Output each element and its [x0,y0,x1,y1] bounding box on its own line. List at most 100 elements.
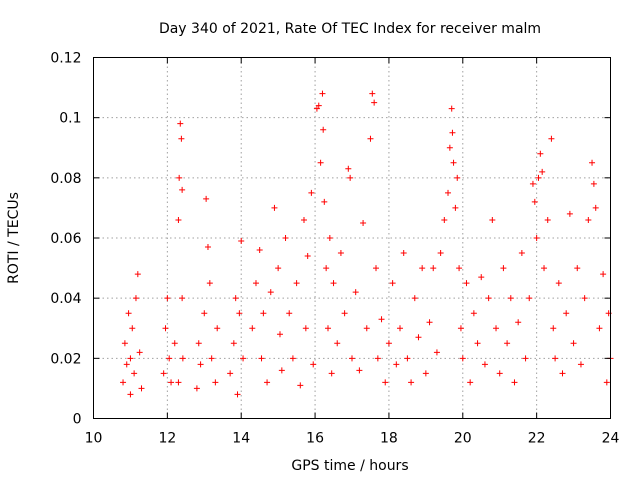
chart-title: Day 340 of 2021, Rate Of TEC Index for r… [159,21,541,37]
data-point-marker [555,280,562,287]
data-point-marker [360,219,367,226]
data-point-marker [552,355,559,362]
data-point-marker [267,289,274,296]
data-point-marker [441,216,448,223]
data-point-marker [256,247,263,254]
data-point-marker [489,216,496,223]
data-point-marker [522,355,529,362]
data-point-marker [197,361,204,368]
data-point-marker [511,379,518,386]
data-point-marker [371,99,378,106]
data-point-marker [131,370,138,377]
data-point-marker [550,325,557,332]
data-point-marker [570,340,577,347]
data-point-marker [278,367,285,374]
data-point-marker [212,379,219,386]
data-point-marker [449,129,456,136]
data-point-marker [330,280,337,287]
data-point-marker [234,391,241,398]
data-point-marker [123,361,130,368]
y-tick-label: 0.02 [50,351,81,367]
data-point-marker [393,361,400,368]
x-tick-label: 18 [380,431,398,447]
data-point-marker [459,355,466,362]
data-point-marker [404,355,411,362]
data-point-marker [369,90,376,97]
data-point-marker [179,355,186,362]
data-point-marker [236,310,243,317]
data-point-marker [264,379,271,386]
data-point-marker [178,135,185,142]
data-point-marker [378,316,385,323]
data-point-marker [529,180,536,187]
data-point-marker [195,340,202,347]
data-point-marker [308,189,315,196]
data-point-marker [129,325,136,332]
data-point-marker [467,379,474,386]
data-point-marker [559,370,566,377]
x-tick-label: 22 [528,431,546,447]
data-point-marker [179,186,186,193]
data-point-marker [518,250,525,257]
data-point-marker [382,379,389,386]
data-point-marker [319,90,326,97]
data-point-marker [448,105,455,112]
data-point-marker [600,271,607,278]
data-point-marker [125,310,132,317]
data-point-marker [179,295,186,302]
data-point-marker [127,355,134,362]
data-point-marker [162,325,169,332]
data-point-marker [258,355,265,362]
data-point-marker [120,379,127,386]
data-point-marker [363,325,370,332]
data-point-marker [286,310,293,317]
x-tick-label: 14 [232,431,250,447]
data-point-marker [347,174,354,181]
data-point-marker [204,244,211,251]
data-point-marker [121,340,128,347]
data-point-marker [590,180,597,187]
data-point-marker [515,319,522,326]
data-point-marker [373,265,380,272]
data-point-marker [293,280,300,287]
data-point-marker [193,385,200,392]
data-point-marker [454,174,461,181]
data-point-marker [385,340,392,347]
data-point-marker [177,120,184,127]
data-point-marker [433,349,440,356]
data-point-marker [445,189,452,196]
data-point-marker [315,102,322,109]
data-point-marker [526,295,533,302]
data-point-marker [577,361,584,368]
data-point-marker [289,355,296,362]
data-point-marker [313,105,320,112]
x-tick-labels: 10 12 14 16 18 20 22 24 [85,431,620,447]
data-point-marker [297,382,304,389]
data-point-marker [352,289,359,296]
data-point-marker [537,150,544,157]
data-point-marker [276,331,283,338]
data-point-marker [581,295,588,302]
data-point-marker [168,379,175,386]
data-point-marker [304,253,311,260]
data-point-marker [334,340,341,347]
data-point-marker [374,355,381,362]
data-point-marker [548,135,555,142]
data-point-marker [201,310,208,317]
y-axis-label: ROTI / TECUs [6,192,22,284]
axis-ticks [93,57,611,419]
data-point-marker [592,204,599,211]
y-tick-label: 0.1 [59,111,81,127]
data-point-marker [426,319,433,326]
data-point-marker [367,135,374,142]
data-point-marker [408,379,415,386]
data-point-marker [539,168,546,175]
data-point-marker [470,310,477,317]
x-tick-label: 16 [306,431,324,447]
data-point-marker [208,355,215,362]
data-point-marker [507,295,514,302]
data-point-marker [500,265,507,272]
data-point-marker [430,265,437,272]
data-point-marker [282,235,289,241]
data-point-marker [589,159,596,166]
